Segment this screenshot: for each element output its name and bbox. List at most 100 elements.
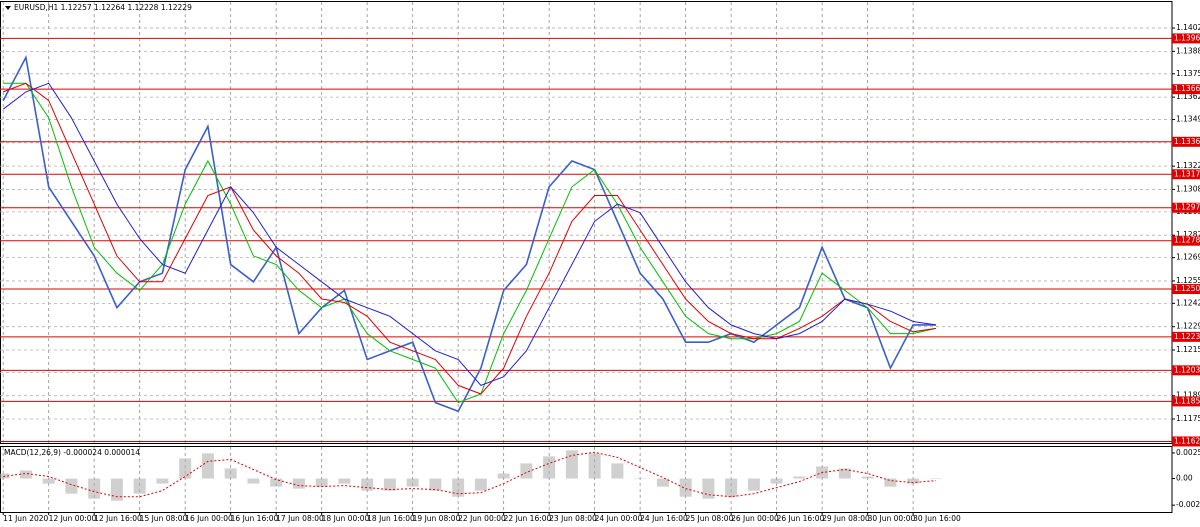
x-tick-label: 19 Jun 08:00	[413, 514, 461, 523]
x-tick-label: 17 Jun 08:00	[276, 514, 324, 523]
series-line	[2, 82, 936, 386]
x-tick-label: 15 Jun 08:00	[140, 514, 188, 523]
pane-title: MACD(12,26,9) -0.000024 0.000014	[4, 448, 140, 457]
histogram-bar	[747, 478, 760, 491]
histogram-bar	[361, 478, 374, 491]
y-tick-label: 1.13220	[1176, 161, 1200, 170]
level-label: 1.11857	[1174, 396, 1200, 405]
histogram-bar	[611, 463, 624, 479]
level-label-box	[1172, 33, 1200, 44]
series-line	[3, 451, 936, 498]
level-label: 1.11625	[1174, 436, 1200, 445]
histogram-bar	[884, 478, 897, 487]
histogram-bar	[133, 478, 146, 494]
y-tick-label: 1.12290	[1176, 322, 1200, 331]
histogram-bar	[406, 478, 419, 487]
y-tick-label: 1.11890	[1176, 391, 1200, 400]
y-tick-label: 1.13885	[1176, 46, 1200, 55]
y-tick-label: 1.13490	[1176, 115, 1200, 124]
pane-title: EURUSD,H1 1.12257 1.12264 1.12228 1.1222…	[14, 3, 192, 12]
histogram-bar	[270, 478, 283, 487]
histogram-bar	[247, 478, 260, 484]
x-tick-label: 16 Jun 16:00	[231, 514, 279, 523]
histogram-bar	[497, 473, 510, 479]
histogram-bar	[452, 478, 465, 497]
series-line	[3, 82, 937, 404]
y-tick-label: 0.00254	[1176, 448, 1200, 457]
y-tick-label: 1.13620	[1176, 92, 1200, 101]
histogram-bar	[588, 453, 601, 479]
histogram-bar	[315, 478, 328, 487]
menu-arrow[interactable]	[5, 6, 11, 10]
y-tick-label: 1.12425	[1176, 298, 1200, 307]
histogram-bar	[383, 478, 396, 491]
histogram-bar	[19, 470, 32, 479]
level-label-box	[1172, 202, 1200, 213]
y-tick-label: -0.00264	[1176, 500, 1200, 509]
histogram-bar	[770, 478, 783, 484]
level-label-box	[1172, 396, 1200, 407]
y-tick-label: 1.13085	[1176, 184, 1200, 193]
x-tick-label: 25 Jun 08:00	[686, 514, 734, 523]
level-label-box	[1172, 136, 1200, 147]
y-tick-label: 1.12820	[1176, 230, 1200, 239]
level-label-box	[1172, 331, 1200, 342]
level-label: 1.12788	[1174, 236, 1200, 245]
level-label-box	[1172, 365, 1200, 376]
x-tick-label: 22 Jun 00:00	[458, 514, 506, 523]
level-label-box	[1172, 84, 1200, 95]
histogram-bar	[838, 468, 851, 479]
y-tick-label: 1.14020	[1176, 23, 1200, 32]
level-label-box	[1172, 284, 1200, 295]
y-tick-label: 0.00	[1176, 474, 1193, 483]
x-tick-label: 30 Jun 00:00	[868, 514, 916, 523]
x-tick-label: 22 Jun 16:00	[504, 514, 552, 523]
y-tick-label: 1.12690	[1176, 253, 1200, 262]
y-tick-label: 1.11755	[1176, 414, 1200, 423]
x-tick-label: 26 Jun 16:00	[777, 514, 825, 523]
x-tick-label: 23 Jun 08:00	[549, 514, 597, 523]
histogram-bar	[42, 478, 55, 484]
level-label-box	[1172, 169, 1200, 180]
histogram-bar	[929, 478, 942, 480]
x-tick-label: 26 Jun 00:00	[731, 514, 779, 523]
histogram-bar	[429, 478, 442, 491]
histogram-bar	[565, 450, 578, 479]
histogram-bar	[474, 478, 487, 491]
x-tick-label: 24 Jun 16:00	[640, 514, 688, 523]
histogram-bar	[110, 478, 123, 501]
x-tick-label: 16 Jun 00:00	[185, 514, 233, 523]
histogram-bar	[201, 453, 214, 479]
x-tick-label: 18 Jun 00:00	[322, 514, 370, 523]
histogram-bar	[65, 478, 78, 494]
histogram-bar	[156, 478, 169, 484]
histogram-bar	[907, 478, 920, 484]
level-label: 1.13173	[1174, 169, 1200, 178]
level-label-box	[1172, 436, 1200, 447]
x-tick-label: 12 Jun 00:00	[49, 514, 97, 523]
main-pane-frame	[0, 1, 1173, 444]
histogram-bar	[656, 478, 669, 487]
y-tick-label: 1.12155	[1176, 345, 1200, 354]
level-label: 1.12037	[1174, 365, 1200, 374]
x-tick-label: 24 Jun 00:00	[595, 514, 643, 523]
x-tick-label: 30 Jun 16:00	[913, 514, 961, 523]
histogram-bar	[861, 476, 874, 479]
level-label: 1.13666	[1174, 84, 1200, 93]
histogram-bar	[520, 463, 533, 479]
x-tick-label: 18 Jun 16:00	[367, 514, 415, 523]
macd-pane-frame	[0, 446, 1173, 513]
level-label: 1.13960	[1174, 33, 1200, 42]
level-label: 1.12979	[1174, 203, 1200, 212]
level-label-box	[1172, 235, 1200, 246]
histogram-bar	[634, 478, 647, 480]
histogram-bar	[292, 478, 305, 489]
x-tick-label: 12 Jun 16:00	[94, 514, 142, 523]
histogram-bar	[338, 478, 351, 484]
y-tick-label: 1.12555	[1176, 276, 1200, 285]
histogram-bar	[679, 478, 692, 497]
